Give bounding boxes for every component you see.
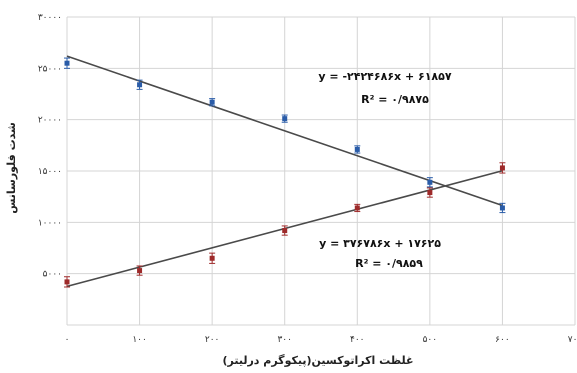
x-tick-label: ۰ [65,335,70,345]
data-points [64,57,506,288]
x-tick-label: ۱۰۰ [132,335,147,345]
x-axis-ticks: ۰ ۱۰۰ ۲۰۰ ۳۰۰ ۴۰۰ ۵۰۰ ۶۰۰ ۷۰۰ [65,335,577,345]
marker [209,255,215,261]
data-point-series-2 [281,225,288,236]
y-tick-label: ۳۰۰۰۰ [38,13,62,23]
y-axis-ticks: ۵۰۰۰ ۱۰۰۰۰ ۱۵۰۰۰ ۲۰۰۰۰ ۲۵۰۰۰ ۳۰۰۰۰ [38,13,62,280]
data-point-series-1 [426,177,433,188]
y-tick-label: ۱۰۰۰۰ [38,218,62,228]
marker [354,205,360,211]
x-axis-title: غلظت اکراتوکسین(پیکوگرم درلیتر) [222,354,413,367]
data-point-series-2 [499,162,506,174]
marker [137,82,143,88]
marker [427,179,433,185]
x-tick-label: ۳۰۰ [277,335,292,345]
y-tick-label: ۲۰۰۰۰ [38,116,62,126]
x-tick-label: ۷۰۰ [568,335,577,345]
series-1-equation: y = -۲۴۲۴۶۸۶x + ۶۱۸۵۷ [318,70,451,83]
y-tick-label: ۱۵۰۰۰ [38,167,62,177]
data-point-series-1 [136,79,143,90]
marker [427,190,433,196]
x-tick-label: ۵۰۰ [423,335,438,345]
marker [282,228,288,234]
data-point-series-1 [281,114,288,123]
y-tick-label: ۲۵۰۰۰ [38,64,62,74]
marker [64,279,70,285]
y-tick-label: ۵۰۰۰ [43,270,62,280]
data-point-series-2 [136,265,143,276]
marker [499,205,505,211]
data-point-series-1 [64,57,70,69]
data-point-series-1 [354,145,361,154]
x-tick-label: ۲۰۰ [205,335,220,345]
marker [282,116,288,122]
marker [354,146,360,152]
series-2-r2: R² = ۰/۹۸۵۹ [355,257,423,270]
series-2-equation: y = ۳۷۶۷۸۶x + ۱۷۶۲۵ [319,237,441,250]
marker [64,60,70,66]
data-point-series-2 [354,203,361,213]
data-point-series-1 [499,202,506,214]
marker [499,165,505,171]
x-tick-label: ۴۰۰ [350,335,365,345]
marker [209,99,215,105]
x-tick-label: ۶۰۰ [495,335,510,345]
y-axis-title: شدت فلورسانس [5,122,18,214]
marker [137,268,143,274]
series-1-r2: R² = ۰/۹۸۷۵ [361,93,429,106]
data-point-series-2 [209,252,216,264]
data-point-series-2 [426,187,433,198]
data-point-series-2 [64,276,70,288]
data-point-series-1 [209,98,216,107]
